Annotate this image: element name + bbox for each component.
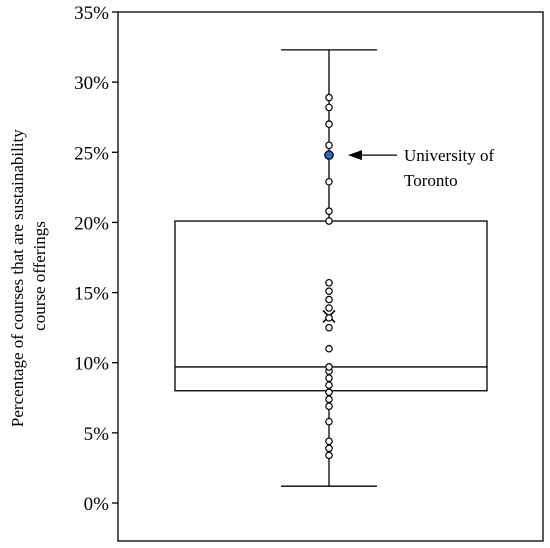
data-point bbox=[325, 207, 333, 216]
y-tick-label: 20% bbox=[74, 213, 109, 234]
y-axis-title-line-2: course offerings bbox=[30, 221, 49, 331]
data-point bbox=[325, 177, 333, 186]
annotation-label-line-1: University of bbox=[404, 146, 495, 165]
data-point bbox=[325, 141, 333, 150]
data-point bbox=[325, 287, 333, 295]
data-point bbox=[325, 402, 333, 411]
data-point bbox=[325, 451, 333, 460]
y-tick-label: 35% bbox=[74, 3, 109, 24]
data-point bbox=[325, 93, 333, 102]
data-point bbox=[325, 295, 333, 304]
y-axis-title-line-1: Percentage of courses that are sustainab… bbox=[8, 129, 27, 427]
data-point bbox=[325, 388, 333, 396]
data-point bbox=[325, 278, 333, 287]
data-point bbox=[325, 374, 333, 382]
data-point bbox=[325, 120, 333, 129]
data-point bbox=[325, 417, 333, 426]
annotation: University of Toronto bbox=[324, 146, 495, 190]
y-tick-label: 10% bbox=[74, 354, 109, 375]
y-tick-label: 25% bbox=[74, 143, 109, 164]
data-point bbox=[325, 344, 333, 353]
data-point bbox=[325, 323, 333, 332]
data-point bbox=[325, 103, 333, 112]
y-axis: 0% 5% 10% 15% 20% 25% 30% 35% bbox=[74, 3, 118, 515]
data-point bbox=[325, 437, 333, 446]
y-tick-label: 0% bbox=[84, 494, 110, 515]
y-tick-label: 15% bbox=[74, 284, 109, 305]
y-tick-label: 5% bbox=[84, 424, 110, 445]
data-point bbox=[325, 444, 333, 453]
annotation-label-line-2: Toronto bbox=[404, 171, 458, 190]
y-tick-label: 30% bbox=[74, 73, 109, 94]
data-point bbox=[325, 217, 333, 225]
data-point bbox=[325, 395, 333, 403]
y-axis-title: Percentage of courses that are sustainab… bbox=[8, 125, 49, 427]
highlighted-point bbox=[324, 150, 334, 160]
annotation-arrow-head bbox=[348, 150, 362, 161]
data-point bbox=[325, 314, 333, 322]
plot-area-frame bbox=[117, 11, 544, 542]
data-point bbox=[325, 381, 333, 389]
data-points bbox=[325, 93, 333, 460]
data-point bbox=[325, 363, 333, 371]
data-point bbox=[325, 304, 333, 312]
